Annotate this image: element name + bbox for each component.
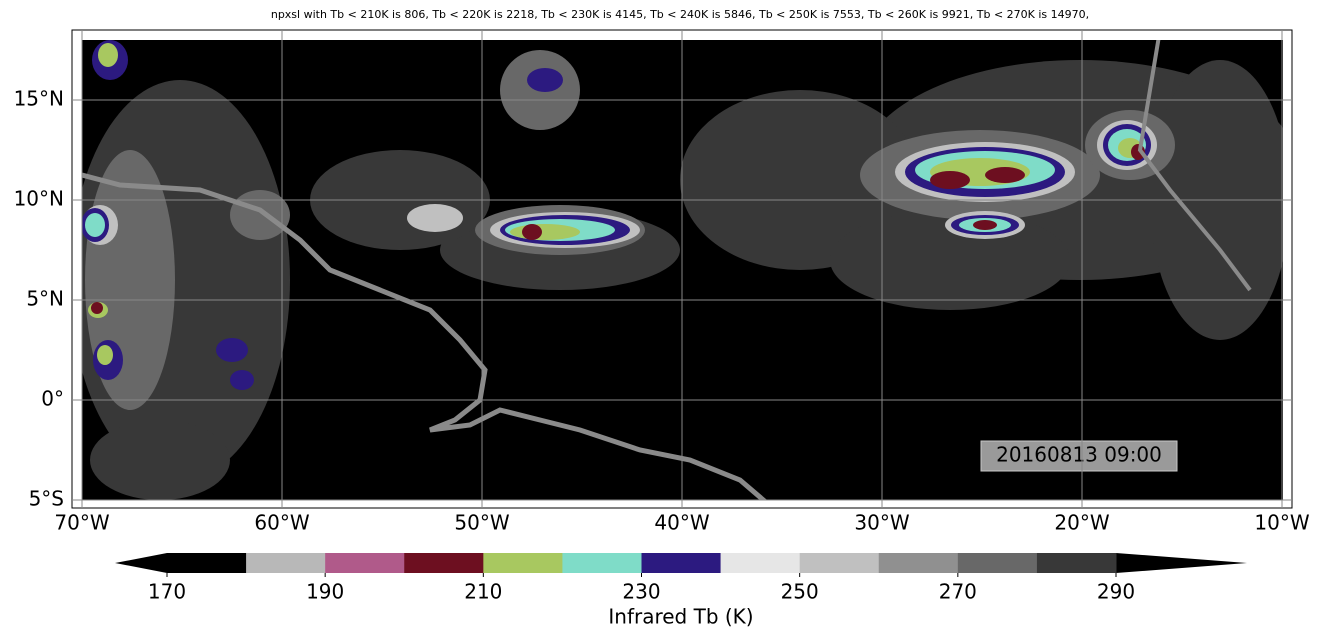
colorbar-segment	[799, 553, 880, 573]
colorbar-segment	[641, 553, 722, 573]
colorbar-tick-label: 230	[622, 580, 660, 604]
colorbar-tick-label: 190	[306, 580, 344, 604]
y-tick-label: 5°S	[29, 487, 64, 511]
colorbar-segment	[483, 553, 563, 573]
colorbar-segment	[720, 553, 801, 573]
timestamp: 20160813 09:00	[996, 443, 1162, 467]
y-tick-label: 5°N	[26, 287, 64, 311]
colorbar-segment	[167, 553, 247, 573]
colorbar-tick-label: 250	[781, 580, 819, 604]
x-tick-label: 50°W	[454, 511, 509, 535]
imagery	[82, 40, 1283, 500]
colorbar-tick-label: 210	[464, 580, 502, 604]
timestamp-box	[980, 440, 1178, 472]
colorbar-tick-label: 290	[1097, 580, 1135, 604]
colorbar-segment	[957, 553, 1038, 573]
x-tick-label: 40°W	[654, 511, 709, 535]
x-tick-label: 70°W	[54, 511, 109, 535]
colorbar-label: Infrared Tb (K)	[608, 605, 753, 629]
colorbar-segment	[404, 553, 484, 573]
colorbar-segment	[1036, 553, 1117, 573]
colorbar-tick-label: 270	[939, 580, 977, 604]
x-tick-label: 60°W	[254, 511, 309, 535]
x-tick-label: 30°W	[854, 511, 909, 535]
colorbar-segment	[878, 553, 959, 573]
colorbar-segment	[246, 553, 326, 573]
colorbar-tick-label: 170	[148, 580, 186, 604]
y-tick-label: 10°N	[14, 187, 64, 211]
x-tick-label: 10°W	[1254, 511, 1309, 535]
colorbar-extend-high	[1116, 553, 1247, 573]
colorbar-segment	[562, 553, 642, 573]
colorbar-extend-low	[115, 553, 167, 573]
y-tick-label: 15°N	[14, 87, 64, 111]
title: npxsl with Tb < 210K is 806, Tb < 220K i…	[271, 8, 1089, 21]
y-tick-label: 0°	[41, 387, 64, 411]
x-tick-label: 20°W	[1054, 511, 1109, 535]
colorbar-segment	[325, 553, 405, 573]
